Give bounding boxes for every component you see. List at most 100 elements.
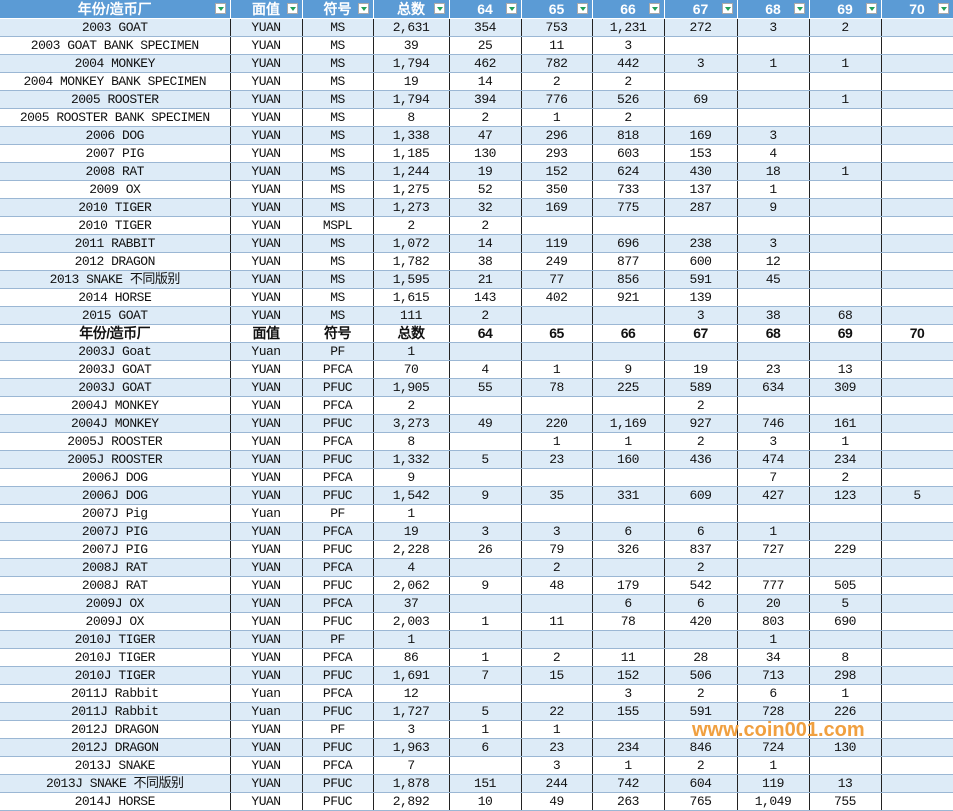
table-cell[interactable] [881, 720, 953, 739]
table-cell[interactable]: 49 [521, 792, 593, 811]
table-cell[interactable]: 64 [449, 324, 522, 343]
table-cell[interactable]: 1 [521, 360, 593, 379]
table-cell[interactable] [521, 594, 593, 613]
filter-dropdown-icon[interactable] [937, 3, 949, 14]
table-cell[interactable]: 37 [373, 594, 450, 613]
table-cell[interactable]: 19 [664, 360, 738, 379]
table-cell[interactable]: 23 [521, 738, 593, 757]
table-cell[interactable]: 753 [521, 18, 593, 37]
table-cell[interactable] [664, 720, 738, 739]
table-cell[interactable]: YUAN [230, 270, 303, 289]
table-cell[interactable]: 19 [373, 72, 450, 91]
table-cell[interactable]: 1,049 [737, 792, 810, 811]
table-cell[interactable] [881, 342, 953, 361]
table-cell[interactable]: YUAN [230, 558, 303, 577]
table-cell[interactable] [521, 630, 593, 649]
table-cell[interactable]: 6 [592, 522, 665, 541]
table-cell[interactable]: 238 [664, 234, 738, 253]
table-cell[interactable]: PFCA [302, 468, 374, 487]
table-cell[interactable]: 505 [809, 576, 882, 595]
table-cell[interactable]: YUAN [230, 54, 303, 73]
table-cell[interactable]: 1,185 [373, 144, 450, 163]
table-cell[interactable] [881, 36, 953, 55]
table-cell[interactable] [664, 630, 738, 649]
table-cell[interactable]: 2 [449, 216, 522, 235]
table-cell[interactable]: 143 [449, 288, 522, 307]
table-cell[interactable]: YUAN [230, 738, 303, 757]
table-cell[interactable]: 137 [664, 180, 738, 199]
table-cell[interactable]: MS [302, 180, 374, 199]
table-cell[interactable]: 1 [592, 432, 665, 451]
table-cell[interactable]: 542 [664, 576, 738, 595]
table-cell[interactable] [881, 414, 953, 433]
table-cell[interactable]: MS [302, 288, 374, 307]
table-cell[interactable]: 18 [737, 162, 810, 181]
table-cell[interactable]: 9 [449, 486, 522, 505]
table-cell[interactable]: MS [302, 108, 374, 127]
table-cell[interactable]: PF [302, 342, 374, 361]
table-cell[interactable] [881, 792, 953, 811]
table-cell[interactable]: 782 [521, 54, 593, 73]
table-cell[interactable]: 4 [373, 558, 450, 577]
table-cell[interactable]: 13 [809, 774, 882, 793]
table-cell[interactable]: 298 [809, 666, 882, 685]
table-cell[interactable]: Yuan [230, 702, 303, 721]
table-cell[interactable]: 11 [521, 612, 593, 631]
table-cell[interactable]: PFUC [302, 576, 374, 595]
table-cell[interactable] [881, 666, 953, 685]
table-cell[interactable]: YUAN [230, 792, 303, 811]
table-cell[interactable]: 1 [737, 180, 810, 199]
table-cell[interactable]: 面值 [230, 324, 303, 343]
table-cell[interactable]: YUAN [230, 288, 303, 307]
table-cell[interactable]: 1,905 [373, 378, 450, 397]
table-cell[interactable]: 2012 DRAGON [0, 252, 231, 271]
table-cell[interactable] [737, 216, 810, 235]
table-cell[interactable] [737, 72, 810, 91]
table-cell[interactable]: 1 [809, 54, 882, 73]
table-cell[interactable]: 3,273 [373, 414, 450, 433]
table-cell[interactable]: 2003 GOAT BANK SPECIMEN [0, 36, 231, 55]
table-cell[interactable]: 765 [664, 792, 738, 811]
table-cell[interactable]: 2,228 [373, 540, 450, 559]
table-cell[interactable]: YUAN [230, 522, 303, 541]
table-cell[interactable]: 1 [592, 756, 665, 775]
table-cell[interactable] [881, 378, 953, 397]
table-cell[interactable]: 45 [737, 270, 810, 289]
table-cell[interactable]: 927 [664, 414, 738, 433]
table-cell[interactable]: 3 [664, 306, 738, 325]
table-cell[interactable]: 2014J HORSE [0, 792, 231, 811]
table-cell[interactable]: 1 [449, 612, 522, 631]
table-cell[interactable] [592, 342, 665, 361]
table-cell[interactable] [881, 594, 953, 613]
table-cell[interactable]: 427 [737, 486, 810, 505]
table-cell[interactable]: 921 [592, 288, 665, 307]
table-cell[interactable]: 21 [449, 270, 522, 289]
table-cell[interactable]: YUAN [230, 666, 303, 685]
table-cell[interactable] [881, 612, 953, 631]
table-cell[interactable]: 462 [449, 54, 522, 73]
table-cell[interactable]: 1,273 [373, 198, 450, 217]
table-cell[interactable]: 28 [664, 648, 738, 667]
table-cell[interactable]: 130 [809, 738, 882, 757]
table-cell[interactable]: 2015 GOAT [0, 306, 231, 325]
table-cell[interactable]: 6 [737, 684, 810, 703]
table-cell[interactable]: 2009J OX [0, 594, 231, 613]
table-cell[interactable]: 3 [521, 522, 593, 541]
table-cell[interactable]: YUAN [230, 378, 303, 397]
table-cell[interactable]: 2,892 [373, 792, 450, 811]
table-cell[interactable]: 296 [521, 126, 593, 145]
table-cell[interactable]: 9 [737, 198, 810, 217]
table-cell[interactable]: 1,727 [373, 702, 450, 721]
table-cell[interactable]: 2007J Pig [0, 504, 231, 523]
table-cell[interactable] [521, 468, 593, 487]
table-cell[interactable]: YUAN [230, 486, 303, 505]
table-cell[interactable] [521, 342, 593, 361]
table-cell[interactable]: 169 [521, 198, 593, 217]
table-cell[interactable]: 2005 ROOSTER [0, 90, 231, 109]
table-cell[interactable]: PFCA [302, 594, 374, 613]
table-cell[interactable]: YUAN [230, 180, 303, 199]
table-cell[interactable] [664, 468, 738, 487]
table-cell[interactable]: 1,332 [373, 450, 450, 469]
table-cell[interactable]: 1 [737, 630, 810, 649]
table-cell[interactable]: 5 [449, 450, 522, 469]
